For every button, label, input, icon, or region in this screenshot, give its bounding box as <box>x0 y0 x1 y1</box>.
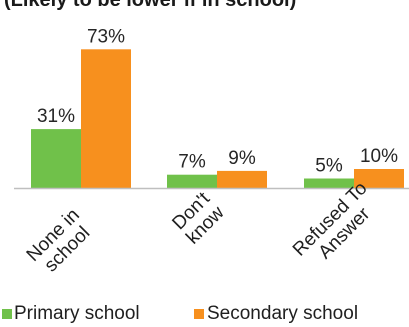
value-label: 73% <box>87 26 125 47</box>
legend-label-primary: Primary school <box>14 303 140 324</box>
legend-swatch-secondary <box>194 309 204 319</box>
bar-secondary-0 <box>81 49 131 188</box>
value-label: 9% <box>228 148 256 169</box>
bar-secondary-2 <box>354 169 404 188</box>
value-label: 5% <box>315 156 343 177</box>
chart-title: (Likely to be lower if in school) <box>4 0 296 11</box>
value-label: 10% <box>360 146 398 167</box>
value-label: 31% <box>37 106 75 127</box>
value-labels-layer: 31% 73% 7% 9% 5% 10% <box>37 26 398 176</box>
bar-primary-2 <box>304 178 354 188</box>
bar-secondary-1 <box>217 170 267 188</box>
bar-primary-1 <box>167 174 217 188</box>
value-label: 7% <box>178 152 206 173</box>
legend-swatch-primary <box>2 309 12 319</box>
bars-layer <box>31 49 404 188</box>
legend-label-secondary: Secondary school <box>207 303 358 324</box>
bar-primary-0 <box>31 129 81 188</box>
legend: Primary school Secondary school <box>2 303 358 324</box>
